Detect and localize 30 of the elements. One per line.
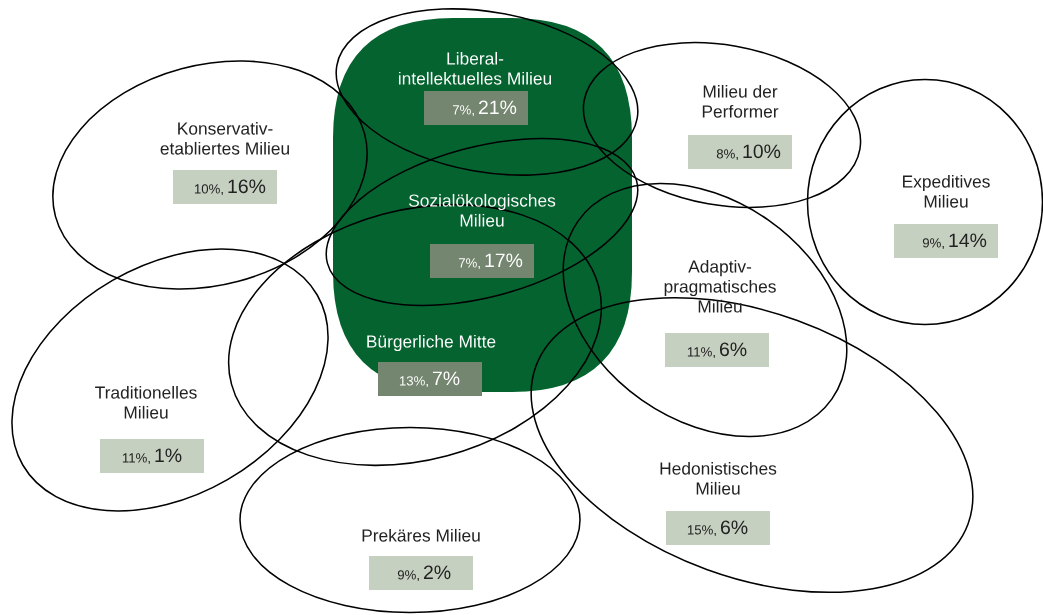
data-label: 7%, <box>452 105 474 117</box>
data-label: 1% <box>155 448 182 463</box>
data-label: 6% <box>719 342 747 357</box>
data-label: 16% <box>228 179 266 194</box>
data-label: 15%, <box>687 525 716 537</box>
category-label: Hedonistisches Milieu <box>660 461 777 495</box>
data-label: 10%, <box>194 184 223 196</box>
data-label: 14% <box>949 233 987 248</box>
data-label: 11%, <box>687 347 715 359</box>
data-label: 8%, <box>716 149 738 161</box>
category-label: Bürgerliche Mitte <box>367 334 496 352</box>
data-label: 2% <box>423 565 451 580</box>
data-label: 17% <box>485 253 523 268</box>
category-label: Sozialökologisches Milieu <box>408 193 556 227</box>
category-label: Adaptiv- pragmatisches Milieu <box>664 259 776 313</box>
data-label: 7% <box>433 371 460 386</box>
category-label: Milieu der Performer <box>702 84 779 118</box>
data-label: 21% <box>478 100 517 115</box>
data-label: 9%, <box>397 570 419 582</box>
data-label: 13%, <box>399 376 428 388</box>
category-label: Liberal- intellektuelles Milieu <box>398 51 552 85</box>
data-label: 6% <box>720 520 748 535</box>
data-label: 11%, <box>122 453 150 465</box>
category-label: Prekäres Milieu <box>362 528 480 542</box>
data-label: 10% <box>743 144 781 159</box>
category-label: Expeditives Milieu <box>903 174 990 208</box>
data-label: 7%, <box>458 258 480 270</box>
category-label: Traditionelles Milieu <box>95 385 197 419</box>
data-label: 9%, <box>922 238 944 250</box>
category-label: Konservativ- etabliertes Milieu <box>160 121 289 155</box>
